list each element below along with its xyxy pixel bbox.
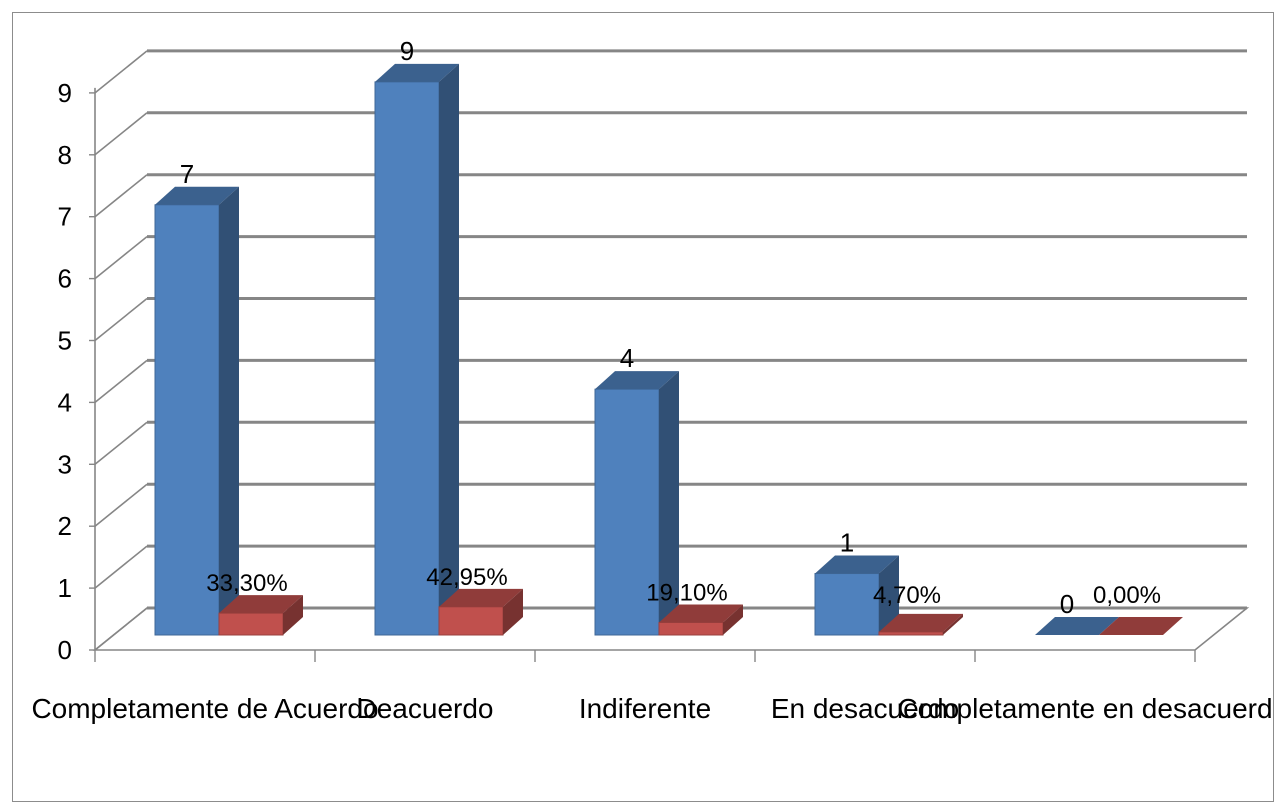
- bar-series1-side: [219, 186, 239, 636]
- data-label: 42,95%: [426, 564, 507, 591]
- x-tick-label: En desacuerdo: [771, 693, 959, 724]
- data-label: 4,70%: [873, 582, 941, 609]
- x-tick-label: Completamente de Acuerdo: [31, 693, 378, 724]
- floor-plane: [92, 607, 1250, 651]
- gridline-depth: [94, 235, 148, 280]
- x-tick-label: Deacuerdo: [357, 693, 494, 724]
- y-tick-label: 9: [58, 78, 72, 108]
- bar-series1: [594, 371, 679, 636]
- bar-series1-front: [814, 573, 880, 636]
- bar-series2: [658, 604, 743, 636]
- gridline-depth: [94, 421, 148, 465]
- bars: 7 33,30% 9 42,95% 4 19,10% 1 4,70% 0 0,00%: [154, 36, 1183, 636]
- y-tick-label: 2: [58, 511, 72, 541]
- bar-series2: [878, 613, 963, 636]
- bar-series2: [1099, 617, 1183, 635]
- data-label: 0,00%: [1093, 582, 1161, 609]
- bar-series2-side: [943, 613, 963, 635]
- bar-series2-top: [659, 604, 743, 623]
- gridline-depth: [94, 359, 148, 404]
- bar-series1-top: [1035, 617, 1119, 635]
- data-label: 1: [840, 528, 854, 558]
- bar-series1: [374, 63, 459, 636]
- gridline-depth: [94, 483, 148, 527]
- data-label: 4: [620, 343, 634, 373]
- bar-series1-top: [815, 555, 899, 574]
- gridlines: [92, 49, 1250, 651]
- y-tick-label: 7: [58, 202, 72, 232]
- bar-series1-side: [879, 555, 899, 635]
- gridline-depth: [94, 112, 148, 156]
- data-label: 33,30%: [206, 570, 287, 597]
- bar-series1-front: [594, 388, 660, 636]
- y-tick-label: 5: [58, 326, 72, 356]
- gridline-depth: [94, 174, 148, 218]
- bar-series1: [154, 186, 239, 636]
- bar-series2: [438, 588, 523, 636]
- bar-series2-top: [439, 588, 523, 607]
- bar-series1: [1035, 617, 1119, 635]
- bar-series2-front: [878, 631, 944, 636]
- bar-series2-front: [658, 621, 724, 636]
- bar-series2-top: [879, 613, 963, 632]
- bar-series1-top: [375, 63, 459, 82]
- y-tick-label: 8: [58, 140, 72, 170]
- data-label: 19,10%: [646, 579, 727, 606]
- bar-series1-side: [439, 63, 459, 635]
- y-tick-label: 0: [58, 635, 72, 665]
- bar-series2-side: [503, 588, 523, 635]
- bar-series2-side: [283, 595, 303, 635]
- gridline-depth: [94, 545, 148, 589]
- bar-series2-front: [218, 612, 284, 636]
- y-tick-label: 3: [58, 449, 72, 479]
- y-tick-label: 1: [58, 573, 72, 603]
- data-label: 7: [180, 159, 194, 189]
- bar-series1-front: [154, 204, 220, 636]
- bar-series2-top: [219, 595, 303, 614]
- bar-series2-top: [1099, 617, 1183, 635]
- bar-series2: [218, 595, 303, 636]
- bar-series1: [814, 555, 899, 636]
- y-axis: 0 1 2 3 4 5 6 7 8 9: [58, 78, 96, 665]
- x-tick-label: Completamente en desacuerd: [897, 693, 1272, 724]
- data-label: 9: [400, 36, 414, 66]
- bar-series2-front: [438, 606, 504, 636]
- data-label: 0: [1060, 589, 1074, 619]
- y-tick-label: 6: [58, 264, 72, 294]
- bar-series1-top: [155, 186, 239, 205]
- bar-series1-side: [659, 371, 679, 635]
- gridline-depth: [94, 50, 148, 94]
- bar-series1-front: [374, 81, 440, 636]
- gridline-depth: [94, 297, 148, 342]
- y-tick-label: 4: [58, 387, 72, 417]
- bar-series1-top: [595, 371, 679, 390]
- bar-series2-side: [723, 604, 743, 635]
- x-tick-label: Indiferente: [579, 693, 711, 724]
